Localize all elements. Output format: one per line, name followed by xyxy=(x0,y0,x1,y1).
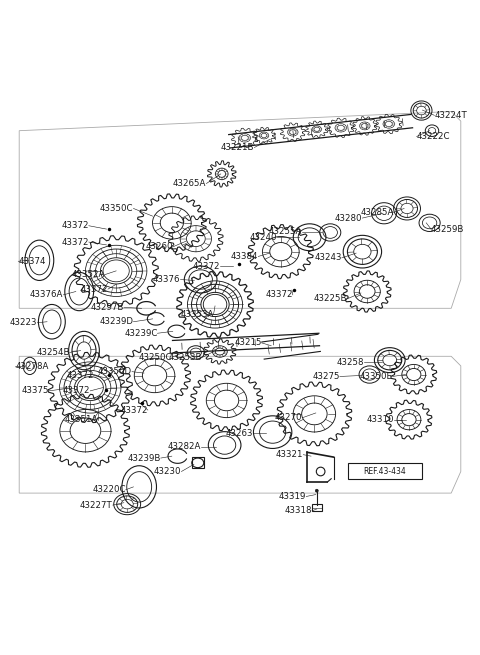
Text: 43220C: 43220C xyxy=(92,485,126,495)
Text: 43230: 43230 xyxy=(154,467,181,476)
Bar xyxy=(312,504,322,511)
Text: 43258: 43258 xyxy=(336,358,364,367)
Text: 43376A: 43376A xyxy=(30,290,63,299)
Text: 43275: 43275 xyxy=(312,372,340,381)
Text: 43350C: 43350C xyxy=(100,204,133,213)
Text: 43353A: 43353A xyxy=(180,310,214,318)
Text: 43350D: 43350D xyxy=(98,367,132,376)
Text: 43372: 43372 xyxy=(192,261,220,271)
Text: 43224T: 43224T xyxy=(434,111,467,120)
Text: 43254B: 43254B xyxy=(36,348,70,357)
Text: 43225B: 43225B xyxy=(314,294,348,303)
Text: 43372: 43372 xyxy=(61,221,89,231)
Text: 43263: 43263 xyxy=(226,428,253,438)
Text: 43215: 43215 xyxy=(234,339,262,347)
Text: 43259B: 43259B xyxy=(431,225,465,234)
Text: 43239D: 43239D xyxy=(99,317,133,326)
Text: REF.43-434: REF.43-434 xyxy=(363,466,407,476)
Text: 43384: 43384 xyxy=(231,252,258,261)
Text: 43372: 43372 xyxy=(265,290,293,299)
Bar xyxy=(192,457,204,468)
Text: 43319: 43319 xyxy=(279,492,306,501)
Ellipse shape xyxy=(315,489,318,492)
Text: 43297B: 43297B xyxy=(90,303,124,312)
Text: 43253B: 43253B xyxy=(169,353,203,362)
Text: 43372: 43372 xyxy=(66,371,94,380)
Text: 43239B: 43239B xyxy=(127,453,161,462)
Text: 43350E: 43350E xyxy=(360,372,393,381)
Text: 43265A: 43265A xyxy=(173,179,206,188)
Text: 43372: 43372 xyxy=(120,405,148,415)
Text: 43282A: 43282A xyxy=(167,442,201,451)
Text: 43375: 43375 xyxy=(22,386,49,396)
Text: 43223: 43223 xyxy=(10,318,37,328)
Text: 43372: 43372 xyxy=(61,238,89,246)
Text: 43278A: 43278A xyxy=(15,362,49,371)
Text: 43227T: 43227T xyxy=(80,500,113,510)
Text: 43239C: 43239C xyxy=(124,329,157,338)
Text: 43240: 43240 xyxy=(250,233,277,242)
Text: 43372: 43372 xyxy=(63,386,90,396)
Text: 43270: 43270 xyxy=(275,413,302,422)
Text: 43221B: 43221B xyxy=(221,143,254,152)
Text: 43351A: 43351A xyxy=(65,415,98,424)
Text: 43285A: 43285A xyxy=(360,208,394,217)
Text: 43222C: 43222C xyxy=(417,132,450,141)
Text: 43372: 43372 xyxy=(81,285,108,293)
Text: 43250C: 43250C xyxy=(138,353,172,362)
Text: 43376: 43376 xyxy=(153,275,180,284)
Text: 43318: 43318 xyxy=(285,506,312,515)
Text: 43321: 43321 xyxy=(276,450,303,459)
Text: 43255A: 43255A xyxy=(269,227,302,236)
Text: 43310: 43310 xyxy=(366,415,394,424)
Text: 43374: 43374 xyxy=(18,257,46,266)
Text: 43243: 43243 xyxy=(314,253,342,263)
Text: 43352A: 43352A xyxy=(71,271,105,279)
Text: 43260: 43260 xyxy=(145,242,173,252)
Text: 43280: 43280 xyxy=(335,214,362,223)
